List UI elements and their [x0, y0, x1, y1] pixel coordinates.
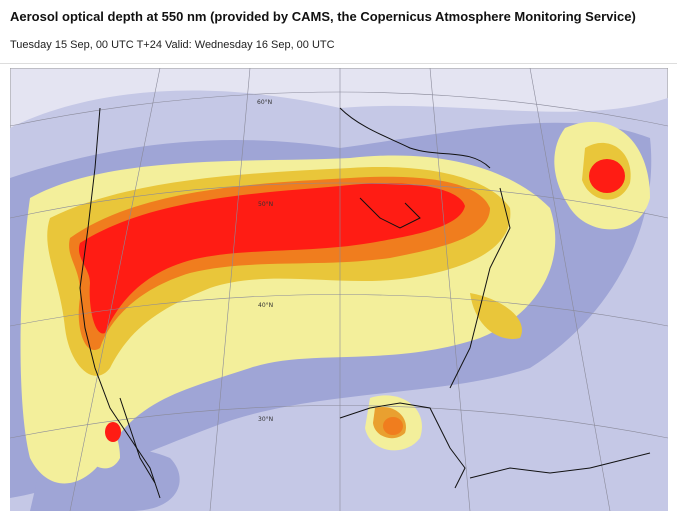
aod-extreme — [78, 183, 466, 334]
latitude-label: 50°N — [258, 201, 273, 208]
separator — [0, 63, 677, 64]
aod-extreme — [105, 422, 121, 442]
latitude-label: 60°N — [257, 99, 272, 106]
latitude-label: 30°N — [258, 416, 273, 423]
aod-extreme — [589, 159, 625, 193]
graticule — [10, 68, 668, 511]
latitude-label: 40°N — [258, 302, 273, 309]
aod-high — [470, 293, 522, 339]
aod-veryhigh — [383, 417, 403, 435]
subtitle: Tuesday 15 Sep, 00 UTC T+24 Valid: Wedne… — [10, 39, 335, 51]
title: Aerosol optical depth at 550 nm (provide… — [10, 9, 636, 24]
map: 60°N 50°N 40°N 30°N — [10, 68, 668, 511]
coastline — [79, 107, 651, 499]
